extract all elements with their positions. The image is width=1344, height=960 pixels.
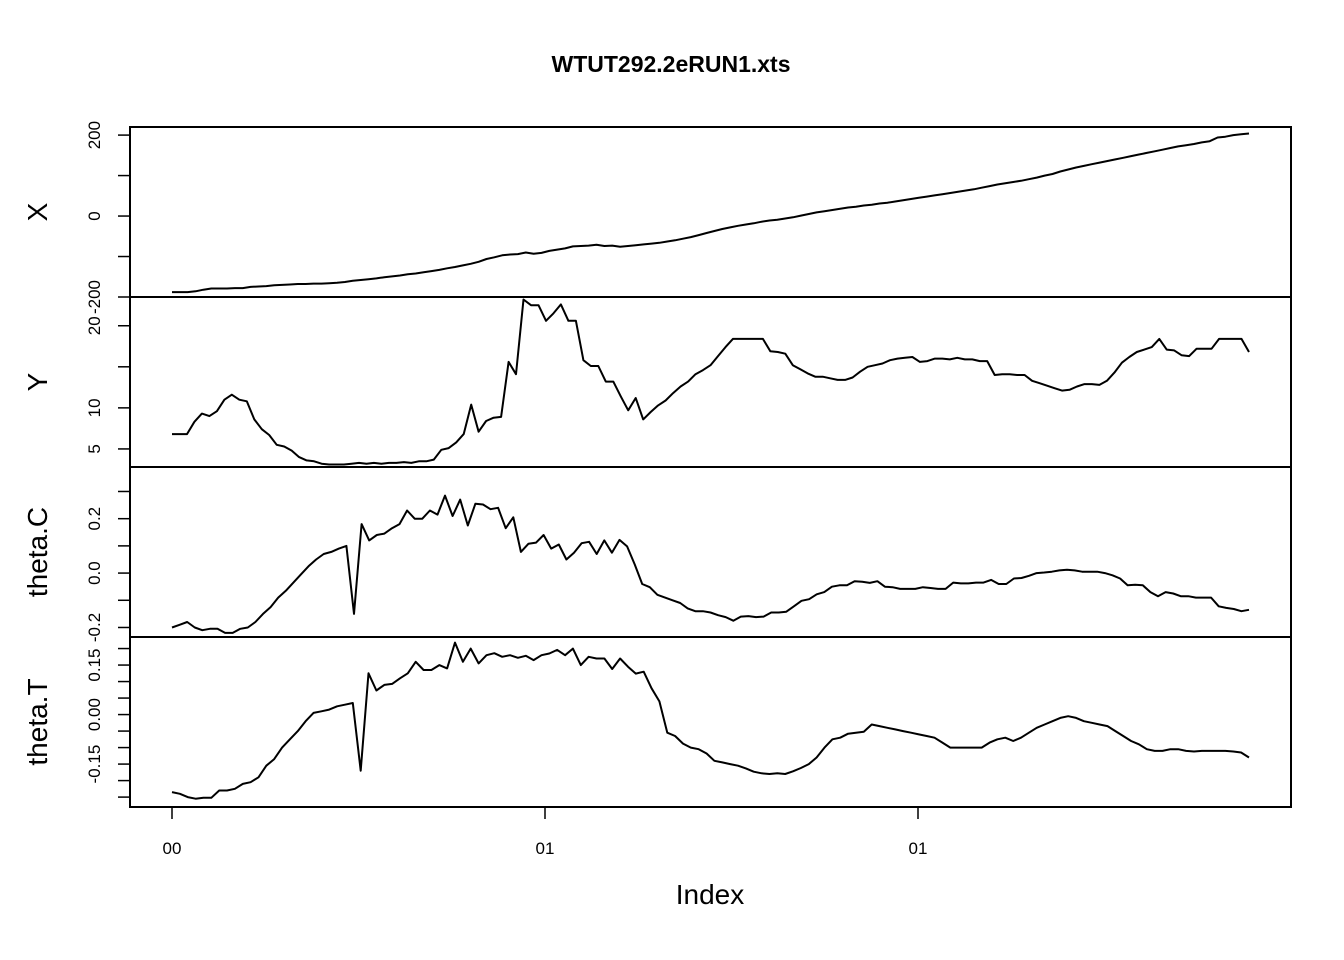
series-line-Y [172,298,1250,466]
x-tick-label: 01 [536,839,555,858]
y-tick-label: 200 [85,121,104,149]
y-tick-label: -200 [85,280,104,314]
x-tick-label: 01 [909,839,928,858]
y-tick-label: -0.15 [85,745,104,784]
y-tick-label: 20 [85,316,104,335]
series-line-theta-T [171,641,1250,800]
x-axis: 00 01 01 [163,806,928,858]
series-line-theta-C [171,494,1250,634]
y-tick-label: 0.2 [85,507,104,531]
y-axis-label-Y: Y [22,372,53,391]
panel-theta-T: -0.15 0.00 0.15 theta.T [22,636,1291,800]
y-tick-label: 0.15 [85,649,104,682]
y-axis-label-theta-T: theta.T [22,678,53,765]
x-axis-label: Index [676,879,745,910]
y-tick-label: 0 [85,211,104,220]
y-axis-label-theta-C: theta.C [22,507,53,597]
y-tick-label: 0.0 [85,561,104,585]
y-tick-label: 5 [85,444,104,453]
y-tick-label: -0.2 [85,613,104,642]
panel-Y: 5 10 20 Y [22,296,1291,466]
chart-title: WTUT292.2eRUN1.xts [551,51,790,77]
panel-X: -200 0 200 X [22,121,1250,314]
y-tick-label: 10 [85,398,104,417]
y-axis-label-X: X [22,202,53,221]
panels: -200 0 200 X 5 10 20 Y -0.2 0.0 0.2 theta.C -0.15 0.0… [22,121,1291,800]
x-tick-label: 00 [163,839,182,858]
panel-theta-C: -0.2 0.0 0.2 theta.C [22,466,1291,642]
y-tick-label: 0.00 [85,698,104,731]
series-line-X [172,132,1250,294]
